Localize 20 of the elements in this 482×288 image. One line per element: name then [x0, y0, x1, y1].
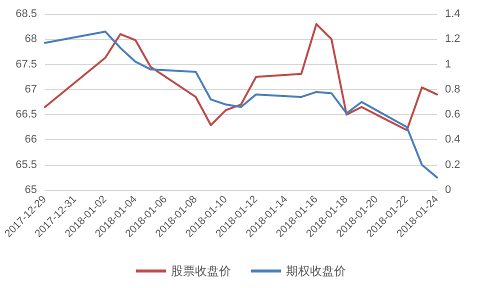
y2-tick-label: 0.4 — [445, 134, 460, 146]
y2-tick-label: 1.4 — [445, 8, 460, 20]
y-tick-label: 68.5 — [16, 8, 37, 20]
y-tick-label: 68 — [24, 33, 37, 46]
y2-tick-label: 0.2 — [445, 158, 460, 171]
y-tick-label: 65.5 — [16, 158, 37, 171]
y-tick-label: 67 — [24, 83, 37, 96]
y2-tick-label: 0.8 — [445, 83, 460, 96]
line-series — [44, 30, 438, 178]
y-tick-label: 66 — [24, 134, 37, 146]
y-tick-label: 66.5 — [16, 108, 37, 121]
y2-tick-label: 0.6 — [445, 108, 460, 121]
legend-label: 股票收盘价 — [171, 264, 231, 278]
y-tick-label: 67.5 — [16, 58, 37, 70]
y2-tick-label: 1 — [445, 58, 452, 70]
y2-tick-label: 0 — [445, 184, 452, 196]
line-series — [44, 23, 438, 132]
y-tick-label: 65 — [24, 184, 37, 196]
y2-tick-label: 1.2 — [445, 33, 460, 46]
legend-label: 期权收盘价 — [286, 264, 346, 278]
